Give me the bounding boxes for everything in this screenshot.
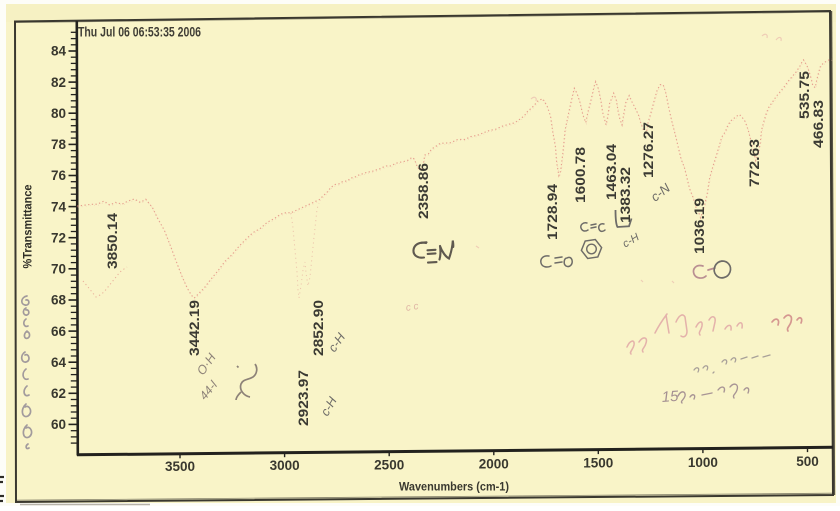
svg-text:70: 70 xyxy=(51,262,66,277)
svg-text:1000: 1000 xyxy=(688,455,718,470)
svg-text:535.75: 535.75 xyxy=(796,71,812,119)
svg-text:2000: 2000 xyxy=(479,457,509,472)
svg-text:c c: c c xyxy=(405,301,419,314)
svg-text:1036.19: 1036.19 xyxy=(691,198,707,254)
svg-text:466.83: 466.83 xyxy=(810,100,826,148)
svg-text:78: 78 xyxy=(51,137,67,152)
svg-text:2923.97: 2923.97 xyxy=(295,370,311,426)
svg-text:60: 60 xyxy=(51,417,66,432)
svg-text:82: 82 xyxy=(51,75,66,90)
svg-text:80: 80 xyxy=(51,106,66,121)
svg-text:1500: 1500 xyxy=(583,456,613,471)
svg-text:Thu Jul 06 06:53:35 2006: Thu Jul 06 06:53:35 2006 xyxy=(78,24,201,40)
svg-text:2358.86: 2358.86 xyxy=(415,163,431,219)
svg-text:1383.32: 1383.32 xyxy=(617,167,633,223)
svg-text:62: 62 xyxy=(51,386,66,401)
svg-text:Wavenumbers (cm-1): Wavenumbers (cm-1) xyxy=(399,480,509,494)
svg-text:64: 64 xyxy=(51,355,67,370)
svg-text:15: 15 xyxy=(661,388,679,406)
svg-text:3850.14: 3850.14 xyxy=(104,213,120,269)
svg-text:68: 68 xyxy=(51,293,67,308)
svg-text:72: 72 xyxy=(51,230,66,245)
svg-text:2852.90: 2852.90 xyxy=(310,300,326,356)
svg-text:84: 84 xyxy=(51,44,67,59)
svg-text:3500: 3500 xyxy=(165,459,195,474)
svg-text:3000: 3000 xyxy=(270,458,300,473)
svg-text:76: 76 xyxy=(51,168,67,183)
svg-text:66: 66 xyxy=(51,324,67,339)
svg-text:2500: 2500 xyxy=(374,457,404,472)
svg-text:500: 500 xyxy=(796,454,819,469)
svg-text:772.63: 772.63 xyxy=(746,139,762,187)
svg-text:74: 74 xyxy=(51,199,67,214)
svg-text:1600.78: 1600.78 xyxy=(572,147,588,203)
svg-text:1728.94: 1728.94 xyxy=(544,184,560,240)
svg-text:1463.04: 1463.04 xyxy=(603,144,619,200)
svg-text:3442.19: 3442.19 xyxy=(186,300,202,356)
svg-text:1276.27: 1276.27 xyxy=(640,122,656,178)
svg-text:%Transmittance: %Transmittance xyxy=(23,185,35,269)
